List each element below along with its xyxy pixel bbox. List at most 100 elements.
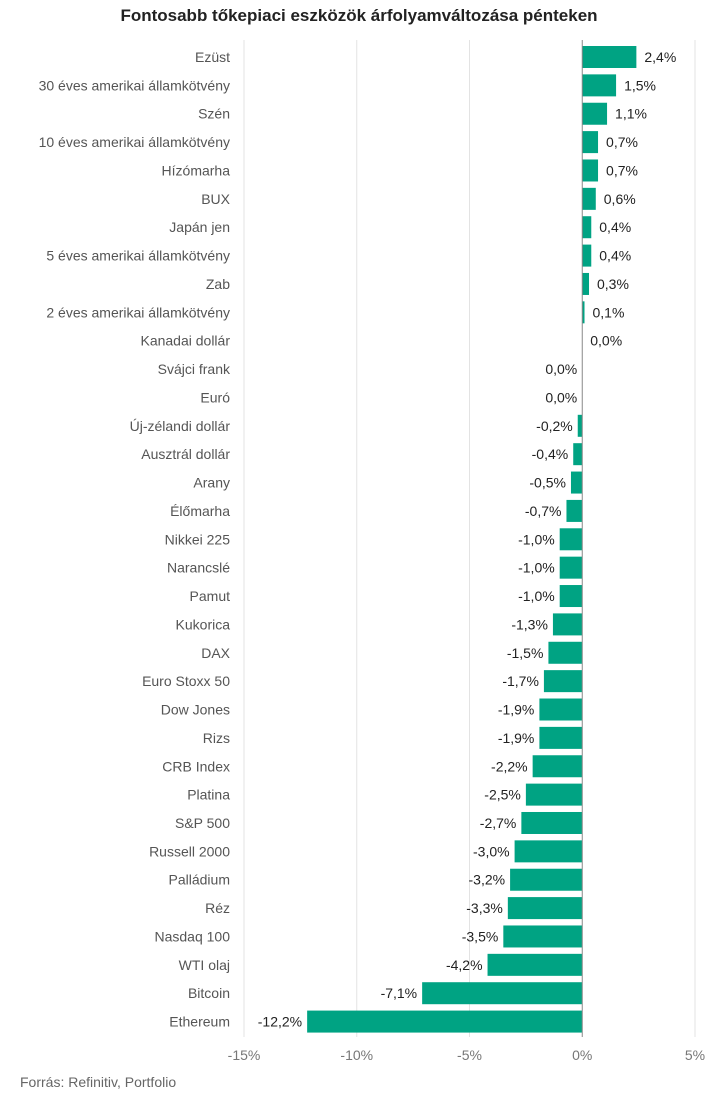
bar: [559, 585, 583, 608]
value-label: -1,7%: [502, 673, 539, 689]
value-label: 1,1%: [615, 106, 647, 122]
x-tick-label: 5%: [685, 1047, 705, 1063]
category-label: Euró: [200, 389, 230, 405]
bar: [559, 528, 583, 551]
value-label: -0,4%: [532, 446, 569, 462]
chart-title: Fontosabb tőkepiaci eszközök árfolyamvál…: [120, 6, 598, 25]
bar: [525, 783, 583, 806]
bar: [552, 613, 583, 636]
value-label: 0,6%: [604, 191, 636, 207]
bar: [487, 953, 583, 976]
category-label: Zab: [206, 276, 230, 292]
bar: [582, 301, 585, 324]
bar: [582, 46, 637, 68]
bar: [566, 499, 583, 522]
category-label: Hízómarha: [162, 162, 231, 178]
value-label: -2,2%: [491, 758, 528, 774]
category-label: Bitcoin: [188, 985, 230, 1001]
bar: [577, 414, 583, 437]
bar: [582, 187, 596, 210]
bar: [521, 811, 583, 834]
bar: [507, 897, 583, 920]
category-label: 5 éves amerikai államkötvény: [46, 248, 230, 264]
value-label: 0,0%: [590, 333, 622, 349]
bar: [514, 840, 583, 863]
category-label: Pamut: [190, 588, 231, 604]
category-label: 2 éves amerikai államkötvény: [46, 304, 230, 320]
category-label: Arany: [193, 475, 230, 491]
x-tick-label: 0%: [572, 1047, 592, 1063]
category-label: Élőmarha: [170, 503, 230, 519]
value-label: 0,7%: [606, 134, 638, 150]
bar: [307, 1010, 583, 1033]
value-label: 0,4%: [599, 219, 631, 235]
value-label: -7,1%: [381, 985, 418, 1001]
category-label: Platina: [187, 787, 230, 803]
source-note: Forrás: Refinitiv, Portfolio: [20, 1074, 177, 1090]
category-label: 10 éves amerikai államkötvény: [39, 134, 230, 150]
category-label: Dow Jones: [161, 702, 230, 718]
value-label: 0,0%: [545, 361, 577, 377]
category-label: Ethereum: [169, 1014, 230, 1030]
value-label: -1,9%: [498, 730, 535, 746]
category-label: Réz: [205, 900, 230, 916]
bar: [582, 102, 608, 125]
category-label: CRB Index: [162, 758, 230, 774]
category-label: Ezüst: [195, 49, 230, 65]
bar: [548, 641, 583, 664]
value-label: 1,5%: [624, 77, 656, 93]
category-label: Japán jen: [169, 219, 230, 235]
bar: [559, 556, 583, 579]
value-label: -1,0%: [518, 531, 555, 547]
bar: [539, 698, 583, 721]
value-label: -4,2%: [446, 957, 483, 973]
bar: [539, 726, 583, 749]
value-label: -2,7%: [480, 815, 517, 831]
value-label: -1,0%: [518, 588, 555, 604]
category-label: Szén: [198, 106, 230, 122]
x-tick-label: -5%: [457, 1047, 482, 1063]
category-label: Euro Stoxx 50: [142, 673, 230, 689]
bar: [582, 159, 599, 182]
bar: [570, 471, 583, 494]
bar: [573, 443, 583, 466]
x-tick-label: -10%: [340, 1047, 373, 1063]
value-label: -2,5%: [484, 787, 521, 803]
bar: [422, 982, 583, 1005]
value-label: -1,5%: [507, 645, 544, 661]
value-label: -0,2%: [536, 418, 573, 434]
value-label: -3,2%: [469, 872, 506, 888]
value-label: -0,7%: [525, 503, 562, 519]
category-label: Svájci frank: [158, 361, 231, 377]
bar: [503, 925, 583, 948]
value-label: -1,9%: [498, 702, 535, 718]
category-label: BUX: [201, 191, 230, 207]
bar: [510, 868, 583, 891]
bar: [582, 216, 592, 239]
category-label: Új-zélandi dollár: [130, 418, 231, 434]
category-label: Narancslé: [167, 560, 230, 576]
value-label: -3,0%: [473, 843, 510, 859]
category-label: Nikkei 225: [165, 531, 231, 547]
value-label: 0,3%: [597, 276, 629, 292]
bar: [532, 755, 583, 778]
category-label: Palládium: [169, 872, 230, 888]
value-label: -0,5%: [529, 475, 566, 491]
category-label: Ausztrál dollár: [141, 446, 230, 462]
bar: [582, 272, 590, 295]
category-label: 30 éves amerikai államkötvény: [39, 77, 230, 93]
value-label: -3,5%: [462, 928, 499, 944]
category-label: DAX: [201, 645, 230, 661]
bar: [582, 244, 592, 267]
category-label: Rizs: [203, 730, 230, 746]
category-label: Kukorica: [176, 616, 231, 632]
value-label: 2,4%: [644, 49, 676, 65]
value-label: -1,0%: [518, 560, 555, 576]
value-label: 0,7%: [606, 162, 638, 178]
value-label: -12,2%: [258, 1014, 302, 1030]
bar: [582, 131, 599, 154]
bar: [582, 74, 617, 97]
value-label: 0,1%: [593, 304, 625, 320]
value-label: 0,4%: [599, 248, 631, 264]
